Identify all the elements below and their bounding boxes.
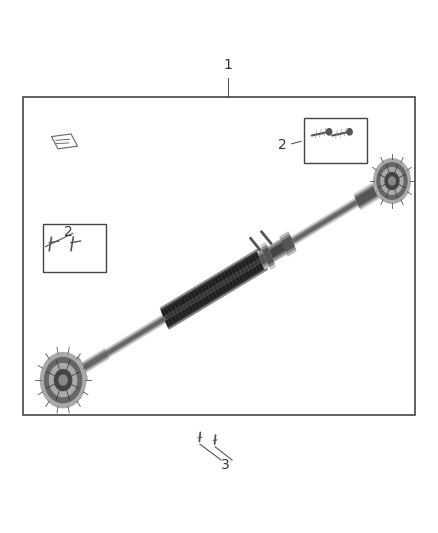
- Polygon shape: [281, 235, 295, 253]
- Circle shape: [381, 167, 403, 195]
- Text: 2: 2: [64, 225, 73, 239]
- Bar: [43, 224, 106, 272]
- Polygon shape: [262, 230, 307, 262]
- Polygon shape: [267, 239, 288, 262]
- Polygon shape: [261, 243, 275, 269]
- Polygon shape: [106, 317, 165, 355]
- Polygon shape: [52, 359, 87, 393]
- Circle shape: [54, 369, 72, 391]
- Polygon shape: [161, 251, 266, 327]
- Polygon shape: [355, 181, 385, 207]
- Polygon shape: [45, 170, 409, 392]
- Circle shape: [59, 375, 67, 385]
- Circle shape: [326, 128, 332, 135]
- Polygon shape: [258, 249, 271, 266]
- Bar: [304, 118, 367, 163]
- Polygon shape: [44, 169, 409, 393]
- Polygon shape: [162, 253, 266, 325]
- Circle shape: [347, 128, 352, 135]
- Polygon shape: [80, 350, 108, 373]
- Circle shape: [49, 364, 77, 397]
- Polygon shape: [262, 231, 307, 260]
- Polygon shape: [51, 357, 88, 396]
- Bar: [23, 97, 415, 415]
- Text: 3: 3: [221, 458, 230, 472]
- Polygon shape: [260, 252, 270, 264]
- Polygon shape: [261, 229, 308, 263]
- Polygon shape: [280, 232, 296, 256]
- Polygon shape: [282, 237, 294, 251]
- Polygon shape: [306, 201, 358, 234]
- Polygon shape: [263, 248, 273, 264]
- Polygon shape: [53, 362, 85, 390]
- Polygon shape: [161, 248, 267, 329]
- Circle shape: [45, 358, 81, 403]
- Text: 1: 1: [223, 58, 232, 72]
- Polygon shape: [356, 183, 385, 206]
- Polygon shape: [305, 198, 359, 237]
- Polygon shape: [269, 243, 286, 258]
- Circle shape: [374, 159, 410, 203]
- Circle shape: [385, 173, 399, 189]
- Polygon shape: [106, 316, 166, 356]
- Circle shape: [389, 177, 395, 185]
- Polygon shape: [105, 314, 166, 358]
- Polygon shape: [306, 199, 358, 235]
- Polygon shape: [79, 349, 109, 374]
- Polygon shape: [268, 241, 287, 260]
- Polygon shape: [258, 247, 272, 269]
- Polygon shape: [81, 352, 107, 371]
- Polygon shape: [354, 179, 386, 209]
- Circle shape: [40, 352, 86, 408]
- Polygon shape: [262, 246, 274, 266]
- Polygon shape: [44, 168, 410, 394]
- Text: 2: 2: [278, 138, 286, 151]
- Circle shape: [377, 163, 407, 199]
- Polygon shape: [164, 257, 264, 320]
